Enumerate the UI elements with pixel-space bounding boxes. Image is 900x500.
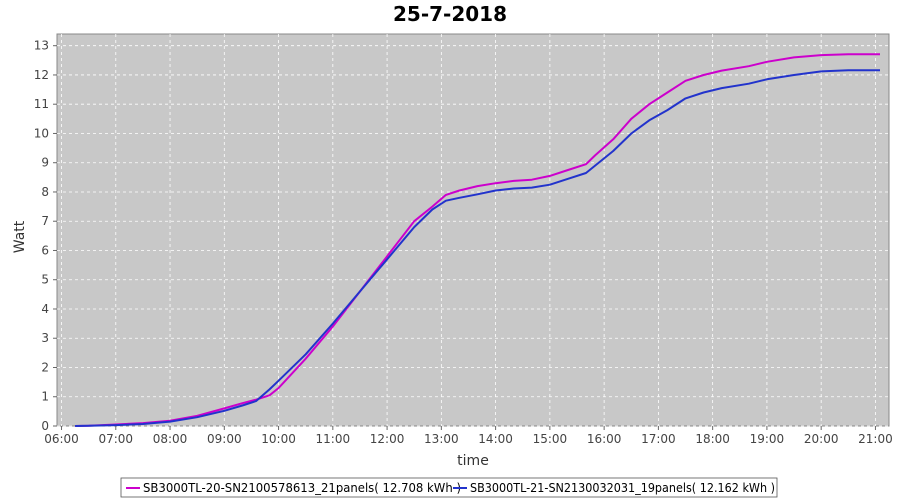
y-tick-label: 3 <box>41 331 49 345</box>
x-tick-label: 19:00 <box>750 432 785 446</box>
legend-box <box>120 477 778 498</box>
x-axis: 06:00 07:00 08:00 09:00 10:00 11:00 12:00 13:00… <box>44 426 893 446</box>
x-tick-label: 18:00 <box>695 432 730 446</box>
y-tick-label: 0 <box>41 419 49 433</box>
x-tick-label: 12:00 <box>370 432 405 446</box>
y-tick-label: 2 <box>41 360 49 374</box>
legend-label-1: SB3000TL-20-SN2100578613_21panels( 12.70… <box>143 481 461 495</box>
y-tick-label: 5 <box>41 273 49 287</box>
y-tick-label: 1 <box>41 390 49 404</box>
x-tick-label: 17:00 <box>641 432 676 446</box>
x-tick-label: 21:00 <box>858 432 893 446</box>
y-tick-label: 10 <box>34 126 49 140</box>
y-tick-label: 7 <box>41 214 49 228</box>
x-tick-label: 11:00 <box>316 432 351 446</box>
x-tick-label: 13:00 <box>424 432 459 446</box>
x-tick-label: 08:00 <box>153 432 188 446</box>
series-group <box>75 53 880 427</box>
x-tick-label: 20:00 <box>804 432 839 446</box>
x-tick-label: 16:00 <box>587 432 622 446</box>
y-tick-label: 12 <box>34 68 49 82</box>
x-tick-label: 10:00 <box>261 432 296 446</box>
x-tick-label: 09:00 <box>207 432 242 446</box>
y-tick-label: 4 <box>41 302 49 316</box>
chart-title: 25-7-2018 <box>393 2 507 26</box>
x-tick-label: 07:00 <box>98 432 133 446</box>
series-line-1 <box>75 53 880 427</box>
x-tick-label: 14:00 <box>478 432 513 446</box>
series-line-2 <box>75 69 880 427</box>
x-axis-label: time <box>457 453 489 469</box>
y-tick-label: 13 <box>34 39 49 53</box>
y-tick-label: 9 <box>41 156 49 170</box>
x-tick-label: 15:00 <box>533 432 568 446</box>
plot-area <box>56 33 890 427</box>
y-axis-label: Watt <box>12 220 28 253</box>
y-tick-label: 11 <box>34 97 49 111</box>
y-tick-label: 6 <box>41 243 49 257</box>
gridlines <box>57 34 889 427</box>
y-tick-label: 8 <box>41 185 49 199</box>
legend-label-2: SB3000TL-21-SN2130032031_19panels( 12.16… <box>470 481 775 495</box>
x-tick-label: 06:00 <box>44 432 79 446</box>
legend: SB3000TL-20-SN2100578613_21panels( 12.70… <box>120 477 778 498</box>
